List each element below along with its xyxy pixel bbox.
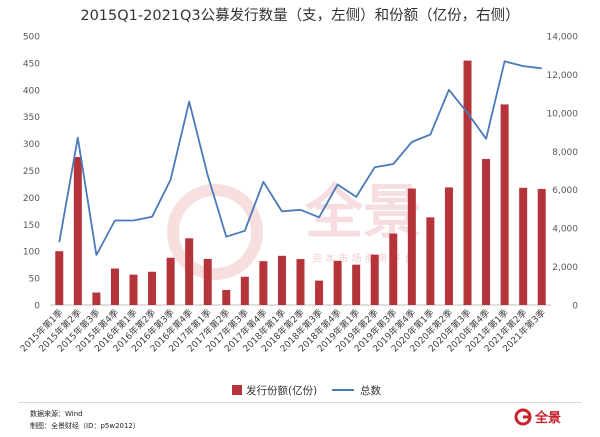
x-tick-labels: 2015年第1季2015年第2季2015年第3季2015年第4季2016年第1季… — [18, 307, 548, 355]
y-right-tick-label: 6,000 — [552, 186, 578, 196]
bar — [370, 254, 379, 305]
brand-logo-text: 全景 — [535, 411, 562, 426]
legend-swatch-bar — [232, 385, 242, 395]
legend: 发行份额(亿份) 总数 — [232, 384, 381, 397]
bar — [296, 259, 305, 305]
y-left-tick-label: 100 — [23, 248, 40, 258]
bar — [444, 187, 453, 305]
footer: 数据来源：Wind 制图：全景财经（ID：p5w2012） 全景 — [0, 402, 600, 437]
y-right-tick-label: 0 — [572, 302, 578, 312]
brand-logo: 全景 — [514, 407, 572, 433]
footer-divider — [18, 402, 582, 403]
y-left-tick-label: 150 — [23, 221, 40, 231]
bar — [240, 276, 249, 305]
y-left-tick-label: 500 — [23, 33, 40, 43]
line-series — [58, 60, 542, 256]
bar — [333, 260, 342, 305]
y-left-tick-label: 200 — [23, 194, 40, 204]
y-right-tick-label: 8,000 — [552, 148, 578, 158]
bar — [222, 290, 231, 305]
brand-logo-icon — [514, 408, 532, 426]
y-left-tick-label: 300 — [23, 140, 40, 150]
footer-producer: 制图：全景财经（ID：p5w2012） — [30, 422, 140, 430]
chart-title: 2015Q1-2021Q3公募发行数量（支，左侧）和份额（亿份，右侧） — [80, 7, 519, 24]
bar — [203, 258, 212, 305]
bar — [166, 257, 175, 305]
bar — [389, 233, 398, 305]
bar — [482, 158, 491, 305]
bar — [148, 271, 157, 305]
y-left-tick-label: 350 — [23, 113, 40, 123]
y-right-tick-label: 2,000 — [552, 263, 578, 273]
legend-label-bar: 发行份额(亿份) — [246, 384, 317, 397]
bar — [110, 268, 119, 305]
bar — [519, 187, 528, 305]
bar — [407, 188, 416, 305]
y-right-tick-label: 10,000 — [547, 109, 579, 119]
bar — [73, 157, 82, 305]
bar — [259, 261, 268, 305]
y-left-tick-label: 0 — [34, 302, 40, 312]
footer-source: 数据来源：Wind — [30, 410, 83, 418]
legend-label-line: 总数 — [360, 384, 381, 397]
bar — [129, 274, 138, 305]
bar — [185, 238, 194, 305]
y-left-tick-label: 400 — [23, 86, 40, 96]
watermark-brand: 全景 — [304, 178, 421, 246]
y-left-tick-label: 50 — [29, 275, 41, 285]
y-left-tick-label: 250 — [23, 167, 40, 177]
series-line-total — [58, 60, 542, 256]
y-right-tick-label: 4,000 — [552, 225, 578, 235]
bar — [277, 255, 286, 305]
bar-series — [55, 60, 546, 305]
bar — [55, 251, 64, 305]
bar — [426, 217, 435, 305]
bar — [352, 264, 361, 305]
y-left-tick-label: 450 — [23, 59, 40, 69]
bar — [463, 60, 472, 305]
y-right-tick-label: 14,000 — [547, 33, 579, 43]
y-right-tick-label: 12,000 — [547, 71, 579, 81]
watermark-tagline: 资 本 市 场 服 务 平 台 — [312, 252, 414, 265]
bar — [537, 188, 546, 305]
bar — [92, 292, 101, 305]
bar — [500, 104, 509, 305]
watermark-logo-mark — [167, 184, 263, 280]
bar — [315, 280, 324, 305]
